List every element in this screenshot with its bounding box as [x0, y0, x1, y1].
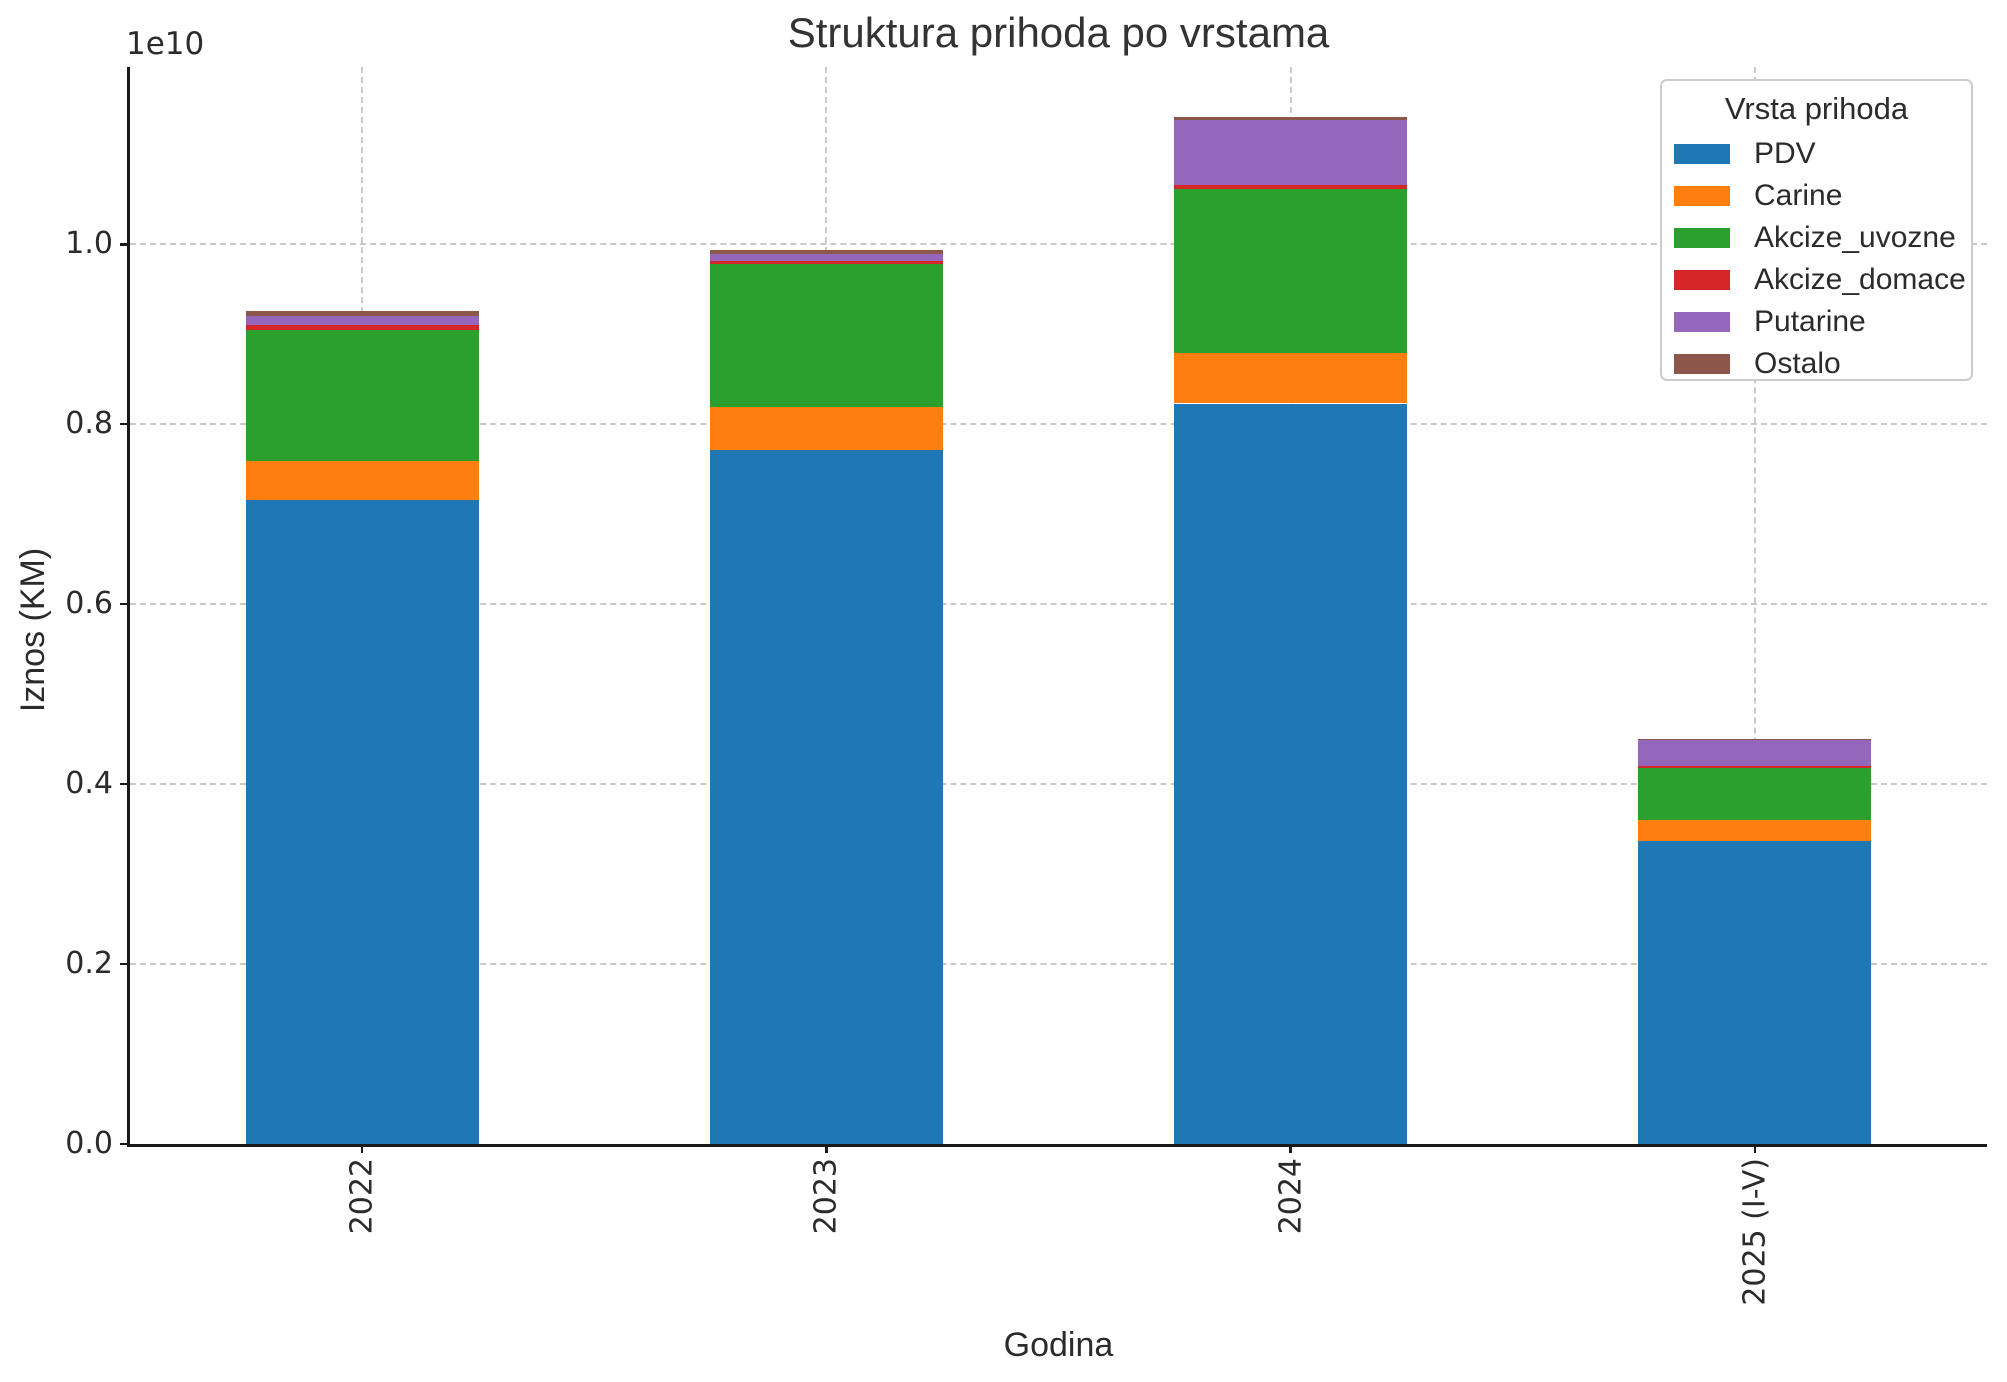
bar-segment-2025-I-V--Carine	[1638, 819, 1872, 841]
bar-segment-2025-I-V--PDV	[1638, 840, 1872, 1144]
legend-label: Akcize_domace	[1754, 263, 1966, 296]
legend-swatch-PDV	[1674, 144, 1730, 164]
bar-segment-2022-Akcize_domace	[245, 325, 479, 331]
bar-segment-2023-Ostalo	[709, 250, 943, 255]
x-gridline	[1753, 67, 1756, 1144]
x-axis-label: Godina	[1003, 1326, 1114, 1364]
bar-segment-2024-Putarine	[1174, 120, 1408, 186]
bar-segment-2025-I-V--Ostalo	[1638, 738, 1872, 740]
legend: Vrsta prihoda PDV Carine Akcize_uvozne Akci…	[1660, 79, 1973, 381]
bar-segment-2024-PDV	[1174, 403, 1408, 1144]
bar-segment-2022-Carine	[245, 460, 479, 500]
bar-segment-2024-Akcize_domace	[1174, 185, 1408, 190]
y-gridline	[130, 243, 1987, 246]
bar-segment-2022-Putarine	[245, 316, 479, 326]
bar-segment-2025-I-V--Akcize_uvozne	[1638, 767, 1872, 820]
y-tick-label: 1.0	[65, 226, 113, 262]
y-tick-mark	[120, 602, 130, 606]
bar-segment-2022-Ostalo	[245, 311, 479, 317]
bar-segment-2024-Carine	[1174, 353, 1408, 404]
bar-segment-2024-Akcize_uvozne	[1174, 189, 1408, 354]
legend-swatch-Putarine	[1674, 312, 1730, 332]
y-gridline	[130, 963, 1987, 966]
y-gridline	[130, 423, 1987, 426]
legend-swatch-Akcize_domace	[1674, 270, 1730, 290]
y-tick-mark	[120, 1142, 130, 1146]
y-tick-label: 0.4	[65, 766, 113, 802]
bar-segment-2022-Akcize_uvozne	[245, 330, 479, 461]
y-gridline	[130, 603, 1987, 606]
x-tick-label-2023: 2023	[808, 1158, 844, 1235]
x-tick-mark	[825, 1144, 828, 1153]
bar-segment-2023-Akcize_domace	[709, 260, 943, 265]
y-tick-mark	[120, 962, 130, 966]
bar-segment-2022-PDV	[245, 499, 479, 1144]
x-tick-label-2022: 2022	[344, 1158, 380, 1235]
bar-segment-2023-PDV	[709, 450, 943, 1144]
y-tick-mark	[120, 782, 130, 786]
legend-item-Ostalo: Ostalo	[1662, 343, 1971, 385]
legend-item-Putarine: Putarine	[1662, 301, 1971, 343]
bar-segment-2023-Akcize_uvozne	[709, 264, 943, 408]
legend-title: Vrsta prihoda	[1724, 91, 1909, 126]
y-tick-mark	[120, 242, 130, 246]
legend-label: Ostalo	[1754, 347, 1841, 380]
legend-item-PDV: PDV	[1662, 133, 1971, 175]
bar-segment-2024-Ostalo	[1174, 116, 1408, 121]
legend-label: Carine	[1754, 179, 1843, 212]
chart-title: Struktura prihoda po vrstama	[787, 9, 1330, 56]
y-axis-offset-text: 1e10	[126, 26, 205, 62]
legend-item-Akcize_uvozne: Akcize_uvozne	[1662, 217, 1971, 259]
y-tick-label: 0.6	[65, 586, 113, 622]
y-tick-label: 0.8	[65, 406, 113, 442]
y-tick-label: 0.0	[65, 1126, 113, 1161]
x-tick-label-2025-I-V-: 2025 (I-V)	[1737, 1158, 1773, 1306]
legend-item-Akcize_domace: Akcize_domace	[1662, 259, 1971, 301]
legend-item-Carine: Carine	[1662, 175, 1971, 217]
legend-swatch-Ostalo	[1674, 354, 1730, 374]
bar-segment-2025-I-V--Putarine	[1638, 740, 1872, 766]
x-tick-mark	[1289, 1144, 1292, 1153]
y-tick-label: 0.2	[65, 946, 113, 982]
legend-label: PDV	[1754, 137, 1816, 170]
legend-label: Akcize_uvozne	[1754, 221, 1956, 254]
legend-items: PDV Carine Akcize_uvozne Akcize_domace Putar…	[1662, 133, 1971, 385]
bar-segment-2023-Putarine	[709, 254, 943, 261]
legend-label: Putarine	[1754, 305, 1866, 338]
legend-swatch-Akcize_uvozne	[1674, 228, 1730, 248]
x-tick-mark	[360, 1144, 364, 1153]
bar-segment-2025-I-V--Akcize_domace	[1638, 765, 1872, 768]
bar-segment-2023-Carine	[709, 407, 943, 451]
y-gridline	[130, 783, 1987, 786]
x-axis-spine	[127, 1144, 1987, 1147]
y-axis-spine	[127, 67, 130, 1147]
legend-swatch-Carine	[1674, 186, 1730, 206]
x-tick-label-2024: 2024	[1273, 1158, 1309, 1235]
y-tick-mark	[120, 422, 130, 426]
x-tick-mark	[1753, 1144, 1757, 1153]
